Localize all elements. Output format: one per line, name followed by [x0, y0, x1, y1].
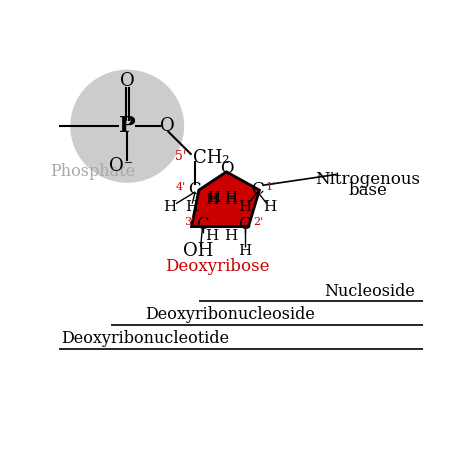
Text: H: H	[185, 200, 198, 213]
Text: C: C	[196, 216, 209, 233]
Text: C: C	[188, 181, 201, 198]
Text: H: H	[263, 200, 276, 213]
Circle shape	[70, 70, 184, 183]
Text: base: base	[348, 182, 387, 199]
Text: 1': 1'	[266, 182, 276, 192]
Text: 3': 3'	[184, 217, 194, 227]
Text: O: O	[120, 72, 135, 90]
Text: Deoxyribonucleotide: Deoxyribonucleotide	[61, 330, 229, 347]
Text: H: H	[225, 193, 238, 207]
Text: H: H	[225, 229, 238, 243]
Text: C: C	[238, 216, 251, 233]
Polygon shape	[191, 172, 259, 227]
Text: OH: OH	[183, 242, 213, 260]
Text: 2': 2'	[253, 217, 263, 227]
Text: H: H	[205, 229, 219, 243]
Text: H: H	[238, 245, 251, 258]
Text: Deoxyribonucleoside: Deoxyribonucleoside	[146, 306, 316, 323]
Text: Phosphate: Phosphate	[50, 164, 135, 180]
Text: H: H	[163, 200, 176, 213]
Text: C: C	[251, 181, 264, 198]
Text: O⁻: O⁻	[109, 157, 133, 175]
Text: Nucleoside: Nucleoside	[324, 283, 415, 300]
Text: H: H	[205, 193, 219, 207]
Text: P: P	[119, 115, 136, 137]
Text: H: H	[225, 191, 238, 206]
Text: Nitrogenous: Nitrogenous	[315, 171, 420, 188]
Text: 4': 4'	[176, 182, 186, 192]
Text: CH₂: CH₂	[193, 149, 230, 167]
Text: O: O	[219, 160, 233, 177]
Text: H: H	[238, 200, 251, 213]
Text: O: O	[160, 117, 175, 135]
Text: H: H	[207, 191, 220, 206]
Text: Deoxyribose: Deoxyribose	[165, 258, 269, 275]
Text: 5': 5'	[174, 150, 186, 163]
